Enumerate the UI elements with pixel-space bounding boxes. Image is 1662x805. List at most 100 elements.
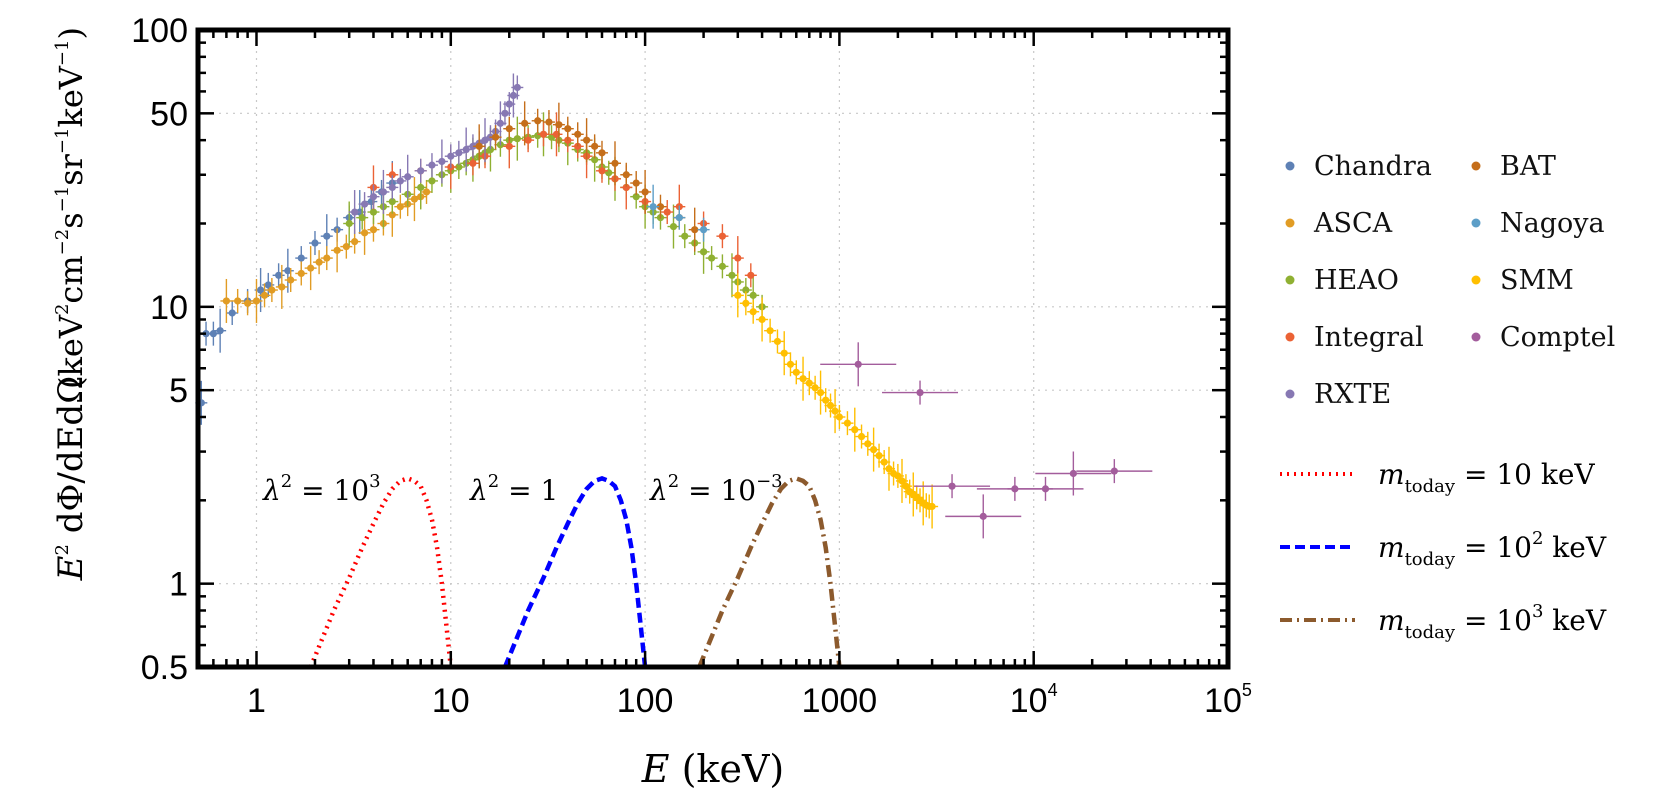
- data-point: [513, 83, 521, 92]
- data-point: [284, 267, 292, 275]
- legend-item-integral: Integral: [1285, 322, 1424, 353]
- data-point: [252, 297, 261, 305]
- x-tick-label: 104: [1010, 680, 1058, 720]
- data-point: [979, 512, 987, 520]
- legend-label: HEAO: [1314, 265, 1399, 296]
- legend-label: RXTE: [1314, 379, 1391, 410]
- data-point: [766, 327, 774, 335]
- data-point: [462, 145, 470, 154]
- data-point: [880, 458, 888, 466]
- data-point: [641, 188, 649, 196]
- legend-label: Nagoya: [1500, 208, 1605, 239]
- data-point: [360, 229, 369, 237]
- data-point: [264, 281, 272, 289]
- legend-model-2: mtoday = 102 keV: [1280, 528, 1607, 570]
- data-point: [885, 465, 893, 473]
- legend-model-3: mtoday = 103 keV: [1280, 601, 1607, 643]
- data-point: [222, 297, 230, 305]
- x-tick-label: 1000: [802, 682, 878, 720]
- data-point: [323, 232, 331, 240]
- data-point: [388, 183, 396, 192]
- data-point: [469, 159, 477, 167]
- legend-item-bat: BAT: [1471, 151, 1556, 182]
- data-point: [345, 219, 353, 228]
- data-point: [351, 208, 359, 216]
- legend-item-heao: HEAO: [1285, 265, 1399, 296]
- legend-marker: [1285, 275, 1295, 285]
- legend-item-asca: ASCA: [1285, 208, 1393, 239]
- series-bat: [473, 101, 701, 252]
- data-point: [851, 426, 859, 434]
- axis-labels: 1 10 100 1000 104 105 0.5 1 5 10 50 100 E (keV) E2 dΦ…: [51, 12, 1252, 791]
- data-points: [195, 73, 1153, 539]
- model-annotation-3: λ2 = 10−3: [649, 471, 783, 507]
- data-point: [243, 299, 252, 307]
- data-point: [591, 142, 599, 150]
- data-point: [202, 330, 210, 338]
- data-point: [718, 232, 727, 240]
- data-point: [699, 226, 708, 234]
- data-point: [455, 149, 463, 157]
- data-point: [505, 142, 513, 150]
- legend-marker: [1471, 161, 1481, 171]
- data-point: [622, 171, 630, 179]
- data-point: [234, 297, 242, 305]
- data-point: [521, 119, 529, 127]
- data-point: [278, 283, 286, 291]
- series-comptel: [820, 342, 1153, 539]
- data-point: [564, 125, 572, 133]
- data-point: [351, 238, 359, 246]
- data-point: [396, 203, 404, 211]
- data-point: [591, 156, 599, 164]
- data-point: [342, 243, 350, 251]
- data-point: [574, 142, 582, 150]
- data-point: [656, 203, 665, 211]
- legend-item-chandra: Chandra: [1285, 151, 1432, 182]
- data-point: [902, 482, 910, 490]
- data-point: [843, 419, 852, 427]
- data-point: [396, 177, 404, 185]
- data-point: [481, 136, 489, 144]
- series-smm: [731, 273, 939, 529]
- legend-label: Comptel: [1500, 322, 1615, 353]
- data-point: [822, 396, 830, 404]
- data-point: [864, 440, 872, 448]
- legend-item-nagoya: Nagoya: [1471, 208, 1605, 239]
- model-curve-3: [697, 476, 842, 668]
- data-point: [835, 413, 843, 421]
- legend-marker: [1285, 332, 1295, 342]
- model-annotations: λ2 = 103 λ2 = 1 λ2 = 10−3: [262, 471, 783, 507]
- data-point: [805, 379, 813, 387]
- data-point: [447, 152, 455, 160]
- legend-marker: [1285, 161, 1295, 171]
- data-point: [379, 188, 388, 196]
- data-point: [534, 117, 542, 125]
- legend-marker: [1471, 332, 1481, 342]
- data-point: [555, 121, 563, 129]
- y-tick-label: 50: [150, 95, 188, 133]
- data-point: [749, 308, 757, 316]
- series-rxte: [348, 73, 524, 235]
- data-point: [632, 193, 640, 201]
- x-tick-label: 105: [1204, 680, 1252, 720]
- data-point: [691, 226, 699, 234]
- data-point: [257, 286, 265, 294]
- legend-label: SMM: [1500, 265, 1574, 296]
- data-point: [323, 254, 331, 262]
- data-point: [786, 360, 795, 368]
- data-point: [611, 159, 619, 167]
- data-point: [428, 177, 436, 185]
- x-tick-label: 100: [617, 682, 674, 720]
- plot-frame: [195, 27, 1231, 670]
- data-point: [649, 203, 657, 211]
- data-point: [491, 133, 500, 141]
- data-point: [799, 375, 807, 383]
- y-tick-label: 1: [169, 566, 188, 604]
- data-point: [948, 482, 956, 490]
- data-point: [681, 232, 689, 240]
- legend-label: BAT: [1500, 151, 1556, 182]
- legend-marker: [1285, 389, 1295, 399]
- grid-lines: [198, 29, 1229, 668]
- data-point: [811, 384, 819, 392]
